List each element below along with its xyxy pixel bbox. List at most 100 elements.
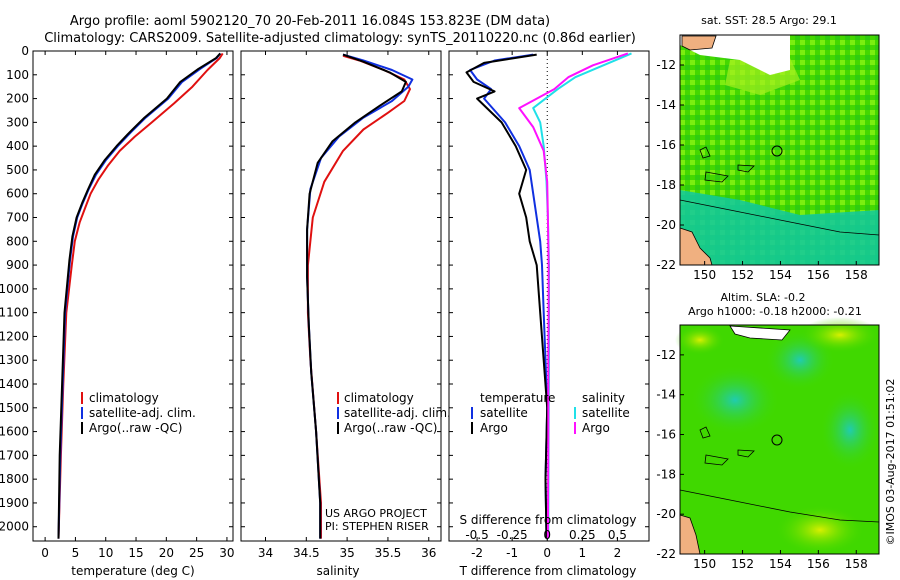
depth-tick-label: 700 (6, 211, 29, 225)
x-tick-label: 34.5 (293, 546, 320, 560)
map-lat-tick-label: -14 (656, 388, 676, 402)
legend-label-sal-satellite: satellite (582, 406, 630, 420)
sla-axes-box (679, 324, 880, 555)
legend-group-salinity: salinity (582, 391, 625, 405)
temperature-axes-box (32, 50, 234, 542)
sla-high-anomaly-2 (775, 505, 865, 555)
sst-heatmap (679, 34, 880, 266)
x-tick-label: 5 (72, 546, 80, 560)
sst-island-3 (737, 164, 755, 173)
x-tick-label: 35 (339, 546, 354, 560)
sla-low-anomaly-1 (690, 365, 780, 435)
x-tick-label: 0 (543, 546, 551, 560)
s-difference-tick-label: 0.25 (569, 528, 596, 542)
depth-tick-label: 1800 (0, 472, 29, 486)
sst-cool-patch (680, 190, 879, 265)
x-tick-label: 20 (159, 546, 174, 560)
sst-argo-location-marker (771, 145, 783, 157)
depth-tick-label: 200 (6, 92, 29, 106)
depth-tick-label: 1500 (0, 401, 29, 415)
map-lat-tick-label: -20 (656, 507, 676, 521)
sla-high-anomaly-3 (675, 325, 725, 355)
map-lon-tick-label: 156 (807, 557, 830, 571)
s-difference-tick-label: -0.5 (465, 528, 488, 542)
temperature-panel: 0100200300400500600700800900100011001200… (0, 44, 235, 578)
map-lon-tick-label: 156 (807, 268, 830, 282)
sla-island-2 (704, 454, 729, 466)
sst-axes-box (679, 34, 880, 266)
map-lat-tick-label: -12 (656, 348, 676, 362)
series-line-argo (57, 52, 222, 539)
sla-low-anomaly-3 (820, 390, 880, 470)
map-lat-tick-label: -14 (656, 98, 676, 112)
map-lon-tick-label: 158 (845, 268, 868, 282)
temperature-xlabel: temperature (deg C) (71, 564, 194, 578)
map-lon-tick-label: 150 (693, 268, 716, 282)
map-lon-tick-label: 152 (731, 557, 754, 571)
depth-tick-label: 0 (21, 44, 29, 58)
depth-tick-label: 1600 (0, 425, 29, 439)
s-difference-tick-label: 0 (543, 528, 551, 542)
depth-tick-label: 600 (6, 187, 29, 201)
s-difference-xlabel: S difference from climatology (460, 513, 637, 527)
x-tick-label: 10 (98, 546, 113, 560)
sla-heatmap (675, 317, 880, 555)
map-lon-tick-label: 154 (769, 268, 792, 282)
series-line-argo (306, 53, 407, 539)
depth-tick-label: 300 (6, 115, 29, 129)
map-lon-tick-label: 152 (731, 268, 754, 282)
s-difference-tick-label: 0.5 (608, 528, 627, 542)
depth-tick-label: 500 (6, 163, 29, 177)
pi-label: PI: STEPHEN RISER (325, 520, 429, 533)
map-lat-tick-label: -22 (656, 547, 676, 561)
map-lat-tick-label: -20 (656, 218, 676, 232)
x-tick-label: 2 (614, 546, 622, 560)
sla-island-1 (699, 426, 711, 439)
x-tick-label: 30 (219, 546, 234, 560)
map-lat-tick-label: -18 (656, 467, 676, 481)
series-line-climatology (57, 52, 224, 539)
project-label: US ARGO PROJECT (325, 507, 427, 520)
legend-label-argo: Argo(..raw -QC) (344, 421, 437, 435)
sst-map-title: sat. SST: 28.5 Argo: 29.1 (701, 14, 837, 27)
salinity-legend: climatology satellite-adj. clim. Argo(..… (337, 391, 451, 435)
depth-tick-label: 1000 (0, 282, 29, 296)
depth-tick-label: 1700 (0, 448, 29, 462)
sla-high-anomaly-1 (800, 317, 880, 353)
legend-label-climatology: climatology (89, 391, 159, 405)
series-line-temperature-argo (465, 53, 549, 539)
x-tick-label: -2 (471, 546, 483, 560)
depth-tick-label: 1900 (0, 496, 29, 510)
x-tick-label: -1 (506, 546, 518, 560)
map-lon-tick-label: 158 (845, 557, 868, 571)
sla-map-subtitle: Argo h1000: -0.18 h2000: -0.21 (688, 305, 862, 318)
imos-timestamp: ©IMOS 03-Aug-2017 01:51:02 (884, 379, 897, 546)
salinity-panel: 34 34.5 35 35.5 36 climatology satellite-adj… (240, 50, 451, 578)
sla-reef-outline (679, 489, 880, 523)
depth-tick-label: 100 (6, 68, 29, 82)
s-difference-tick-label: -0.25 (497, 528, 528, 542)
legend-label-argo: Argo(..raw -QC) (89, 421, 182, 435)
series-line-temperature-satellite (469, 53, 549, 539)
depth-tick-label: 1100 (0, 306, 29, 320)
legend-label-sal-argo: Argo (582, 421, 610, 435)
temperature-legend: climatology satellite-adj. clim. Argo(..… (81, 391, 196, 435)
legend-label-satellite: satellite-adj. clim. (344, 406, 451, 420)
map-lat-tick-label: -16 (656, 428, 676, 442)
salinity-axes-box (240, 50, 442, 542)
x-tick-label: 34 (258, 546, 273, 560)
sla-argo-location-marker (771, 434, 783, 446)
sst-island-1 (699, 146, 711, 159)
figure-title-line2: Climatology: CARS2009. Satellite-adjuste… (44, 31, 636, 46)
x-tick-label: 15 (128, 546, 143, 560)
depth-tick-label: 900 (6, 258, 29, 272)
legend-label-temp-satellite: satellite (480, 406, 528, 420)
map-lat-tick-label: -16 (656, 138, 676, 152)
depth-tick-label: 2000 (0, 520, 29, 534)
map-lat-tick-label: -12 (656, 58, 676, 72)
x-tick-label: 0 (41, 546, 49, 560)
x-tick-label: 36 (421, 546, 436, 560)
x-tick-label: 35.5 (375, 546, 402, 560)
sla-map-title: Altim. SLA: -0.2 (720, 291, 805, 304)
sla-land-png (729, 325, 791, 341)
